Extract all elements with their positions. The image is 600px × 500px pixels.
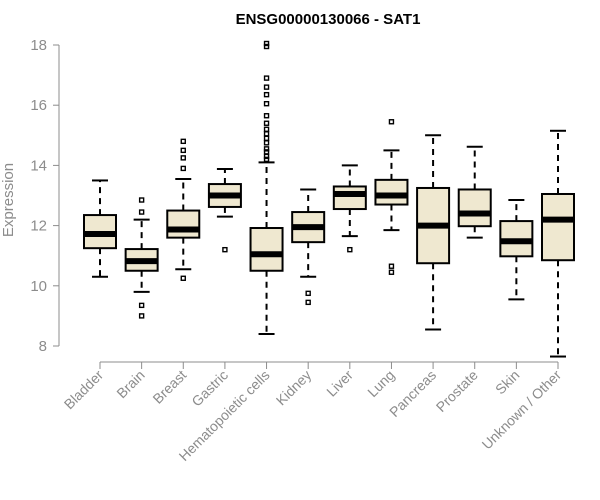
outlier-point [180, 165, 186, 172]
outlier-point [347, 246, 353, 253]
iqr-box [166, 209, 201, 239]
outlier-point [263, 146, 270, 152]
outlier-point [138, 313, 145, 319]
y-axis: 8 10 12 14 16 18 [30, 37, 60, 355]
outlier-point [263, 100, 270, 107]
box-group [166, 138, 201, 281]
box-group [416, 134, 451, 331]
outlier-point [138, 197, 145, 203]
box-group [249, 40, 284, 335]
outlier-point [263, 75, 270, 81]
y-tick-label: 8 [39, 338, 47, 355]
box-group [374, 119, 409, 275]
box-group [207, 168, 242, 253]
x-tick-label: Lung [364, 367, 397, 400]
outlier-point [263, 126, 270, 132]
iqr-box [249, 227, 284, 272]
boxes [83, 40, 575, 358]
box-group [332, 164, 367, 253]
y-tick-label: 16 [30, 97, 47, 114]
y-tick-label: 18 [30, 37, 47, 54]
outlier-point [180, 147, 186, 154]
x-tick-label: Prostate [433, 367, 481, 415]
outlier-point [180, 155, 186, 161]
iqr-box [457, 188, 492, 228]
x-tick-label: Breast [149, 367, 189, 407]
iqr-box [374, 178, 409, 206]
outlier-point [263, 113, 270, 119]
box-group [291, 188, 326, 306]
iqr-box [541, 192, 575, 262]
outlier-point [222, 246, 228, 253]
outlier-point [263, 120, 270, 126]
y-tick-label: 12 [30, 218, 47, 235]
outlier-point [388, 119, 395, 125]
outlier-point [180, 275, 186, 281]
x-tick-label: Brain [113, 367, 147, 401]
outlier-point [180, 138, 186, 145]
outlier-point [263, 135, 270, 142]
chart-title: ENSG00000130066 - SAT1 [236, 11, 421, 28]
outlier-point [263, 156, 270, 163]
outlier-point [388, 269, 395, 275]
outlier-point [305, 299, 311, 306]
x-tick-label: Liver [323, 367, 356, 400]
outlier-point [388, 263, 395, 269]
box-group [83, 179, 117, 278]
box-group [457, 145, 492, 239]
outlier-point [305, 290, 311, 297]
outlier-point [263, 153, 270, 160]
outlier-point [263, 43, 270, 50]
box-group [541, 129, 575, 358]
outlier-point [138, 302, 145, 309]
x-tick-label: Skin [492, 367, 523, 398]
y-axis-label: Expression [0, 163, 17, 237]
box-group [499, 199, 534, 301]
iqr-box [332, 185, 367, 211]
outlier-point [263, 40, 270, 47]
outlier-point [263, 91, 270, 98]
x-tick-label: Bladder [61, 367, 107, 413]
outlier-point [263, 84, 270, 90]
x-tick-label: Unknown / Other [479, 367, 565, 453]
outlier-point [263, 149, 270, 155]
y-tick-label: 14 [30, 157, 47, 174]
outlier-point [263, 131, 270, 137]
y-tick-label: 10 [30, 278, 47, 295]
x-tick-label: Kidney [273, 367, 315, 409]
outlier-point [138, 209, 145, 215]
box-group [124, 197, 159, 319]
outlier-point [263, 140, 270, 146]
